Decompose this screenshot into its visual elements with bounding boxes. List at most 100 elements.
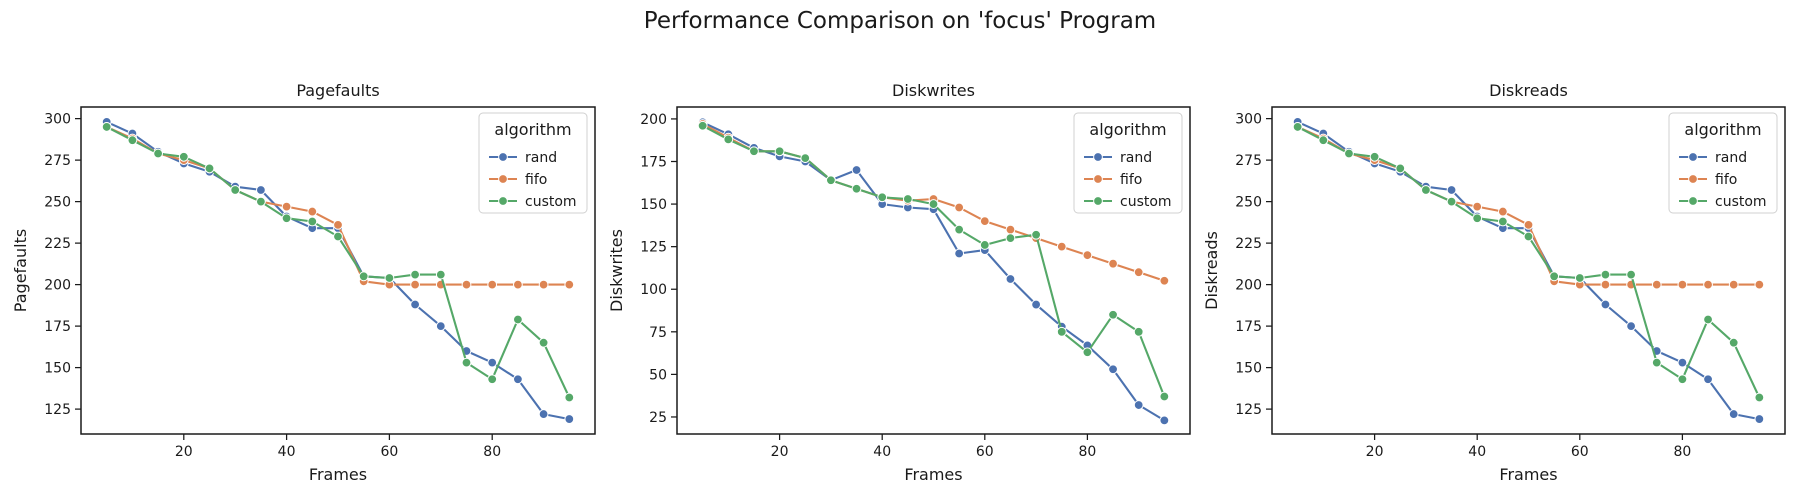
legend-marker-fifo <box>498 174 508 184</box>
legend-box <box>478 112 588 214</box>
data-point-custom <box>564 392 575 403</box>
x-tick-label: 20 <box>1366 444 1384 460</box>
data-point-rand <box>1446 185 1457 195</box>
legend-label-custom: custom <box>525 194 577 210</box>
x-axis-label: Frames <box>309 465 367 484</box>
legend-label-custom: custom <box>1715 194 1767 210</box>
data-point-custom <box>435 269 446 280</box>
data-point-rand <box>954 248 965 259</box>
y-tick-label: 200 <box>44 278 71 294</box>
data-point-rand <box>851 165 862 175</box>
y-tick-label: 125 <box>640 240 667 256</box>
data-point-fifo <box>281 201 292 212</box>
data-point-rand <box>1703 374 1713 385</box>
legend-box <box>1668 112 1778 214</box>
data-point-fifo <box>461 279 472 290</box>
legend-title: algorithm <box>1684 120 1761 139</box>
data-point-rand <box>1108 364 1118 375</box>
legend-marker-custom <box>498 196 508 206</box>
data-point-custom <box>1056 326 1067 337</box>
data-point-custom <box>178 151 189 162</box>
data-point-custom <box>1318 135 1329 146</box>
data-point-fifo <box>1159 275 1170 286</box>
data-point-fifo <box>979 216 990 227</box>
data-point-rand <box>1005 274 1016 284</box>
data-point-rand <box>1677 357 1688 368</box>
data-point-custom <box>826 175 836 186</box>
data-point-custom <box>101 122 112 132</box>
panels: Pagefaults 20 40 60 80 125 150 175 200 225 250 275 3… <box>11 81 1786 484</box>
series-custom <box>697 120 1170 402</box>
legend-box <box>1073 112 1183 214</box>
data-point-custom <box>1369 151 1380 162</box>
legend-marker-rand <box>498 152 508 162</box>
data-point-custom <box>1626 269 1636 280</box>
data-point-fifo <box>564 279 575 290</box>
data-point-custom <box>749 146 759 157</box>
data-point-custom <box>1446 196 1457 207</box>
data-point-custom <box>1108 309 1118 320</box>
legend-label-fifo: fifo <box>1715 172 1737 188</box>
chart-panel-diskwrites: Diskwrites 20 40 60 80 25 50 75 100 125 150 175 200 F… <box>607 81 1191 484</box>
x-tick-label: 20 <box>771 444 789 460</box>
data-point-custom <box>307 216 318 227</box>
y-tick-label: 275 <box>1235 153 1262 169</box>
data-point-custom <box>954 224 965 235</box>
data-point-custom <box>513 314 523 325</box>
data-point-custom <box>230 185 241 195</box>
data-point-custom <box>1497 216 1508 227</box>
data-point-fifo <box>1497 206 1508 217</box>
data-point-fifo <box>1056 241 1067 252</box>
y-tick-label: 200 <box>1235 278 1262 294</box>
data-point-custom <box>902 194 913 204</box>
data-point-custom <box>1292 122 1303 132</box>
data-point-rand <box>435 321 446 332</box>
data-point-custom <box>877 192 888 203</box>
data-point-custom <box>1344 148 1354 159</box>
y-tick-label: 250 <box>1235 195 1262 211</box>
data-point-custom <box>204 163 215 174</box>
y-tick-label: 125 <box>44 402 71 418</box>
data-point-custom <box>538 337 549 348</box>
legend-marker-custom <box>1688 196 1698 206</box>
data-point-fifo <box>487 279 498 290</box>
data-point-custom <box>487 374 498 385</box>
data-point-custom <box>358 271 369 282</box>
x-tick-label: 80 <box>483 444 501 460</box>
axes-frame <box>676 106 1191 435</box>
chart-panel-pagefaults: Pagefaults 20 40 60 80 125 150 175 200 225 250 275 3… <box>11 81 596 484</box>
legend-label-fifo: fifo <box>525 172 547 188</box>
x-tick-label: 80 <box>1673 444 1691 460</box>
data-point-custom <box>127 135 138 146</box>
y-axis-label: Diskwrites <box>607 229 626 312</box>
axes-frame <box>1271 106 1786 435</box>
chart-title: Diskwrites <box>892 81 975 100</box>
x-tick-label: 80 <box>1078 444 1096 460</box>
series-custom <box>1292 122 1765 403</box>
y-tick-label: 225 <box>44 236 71 252</box>
data-point-custom <box>1005 233 1016 244</box>
legend-title: algorithm <box>494 120 571 139</box>
data-point-fifo <box>1600 279 1611 290</box>
data-point-rand <box>1626 321 1636 332</box>
y-tick-label: 150 <box>44 361 71 377</box>
data-point-custom <box>384 273 395 283</box>
y-tick-label: 300 <box>44 112 71 128</box>
data-point-custom <box>1395 163 1406 174</box>
data-point-rand <box>410 299 421 310</box>
data-point-fifo <box>513 279 523 290</box>
legend-label-rand: rand <box>1120 150 1152 166</box>
data-point-fifo <box>954 202 965 213</box>
data-point-custom <box>256 196 266 207</box>
data-point-custom <box>800 153 811 163</box>
x-tick-label: 40 <box>873 444 891 460</box>
x-tick-label: 40 <box>278 444 296 460</box>
y-tick-label: 275 <box>44 153 71 169</box>
y-tick-label: 175 <box>1235 319 1262 335</box>
data-point-custom <box>1421 185 1431 195</box>
data-point-custom <box>1574 273 1585 283</box>
data-point-fifo <box>333 219 343 230</box>
x-axis-label: Frames <box>1499 465 1557 484</box>
data-point-custom <box>697 120 708 131</box>
